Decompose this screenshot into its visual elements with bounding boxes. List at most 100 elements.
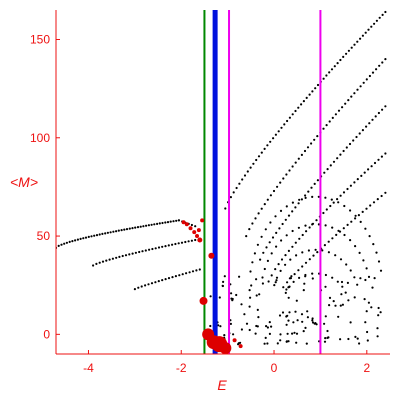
data-point [322, 77, 325, 80]
data-point [328, 304, 331, 307]
data-point [255, 278, 258, 281]
data-point [187, 240, 190, 243]
highlight-point [192, 230, 197, 235]
data-point [364, 278, 367, 282]
data-point [259, 258, 262, 261]
data-point [298, 198, 301, 201]
data-point [287, 214, 291, 217]
data-point [121, 254, 124, 258]
data-point [287, 340, 290, 343]
data-point [235, 186, 238, 190]
data-point [164, 278, 167, 281]
data-point [175, 219, 178, 222]
data-point [297, 269, 300, 272]
data-point [223, 334, 226, 337]
data-point [285, 340, 288, 343]
data-point [305, 342, 308, 345]
data-point [290, 275, 293, 278]
data-point [341, 285, 344, 288]
y-tick-label: 50 [37, 229, 51, 243]
data-point [366, 339, 369, 342]
data-point [174, 275, 177, 278]
data-point [341, 303, 344, 306]
data-point [145, 224, 148, 227]
data-point [326, 329, 329, 333]
data-point [134, 251, 137, 254]
data-point [367, 275, 371, 278]
data-point [311, 90, 314, 93]
data-point [262, 251, 265, 254]
data-point [139, 225, 142, 228]
data-point [347, 299, 350, 302]
data-point [141, 250, 144, 253]
data-point [305, 96, 308, 99]
data-point [266, 342, 269, 345]
data-point [291, 113, 294, 116]
data-point [331, 237, 334, 240]
data-point [344, 291, 347, 294]
data-point [340, 293, 343, 296]
data-point [378, 64, 381, 67]
data-point [365, 78, 368, 81]
data-point [365, 267, 368, 270]
data-point [310, 142, 313, 145]
data-point [263, 267, 266, 271]
data-point [229, 322, 232, 325]
data-point [256, 308, 259, 311]
data-point [365, 207, 368, 210]
data-point [282, 286, 285, 289]
data-point [315, 219, 318, 222]
data-point [333, 65, 336, 68]
data-point [353, 43, 356, 46]
data-point [263, 203, 266, 206]
data-point [292, 280, 295, 283]
data-point [297, 157, 300, 160]
data-point [323, 244, 326, 247]
data-point [331, 116, 334, 119]
data-point [270, 274, 273, 277]
data-point [286, 119, 289, 123]
data-point [254, 332, 257, 335]
data-point [246, 170, 249, 173]
data-point [185, 272, 188, 275]
data-point [278, 314, 282, 317]
data-point [255, 294, 258, 297]
data-point [279, 209, 283, 212]
data-point [218, 296, 221, 299]
data-point [124, 254, 128, 257]
data-point [172, 220, 175, 223]
data-point [120, 229, 123, 232]
data-point [311, 319, 314, 322]
data-point [356, 88, 359, 91]
data-point [370, 25, 373, 28]
data-point [336, 157, 339, 160]
data-point [288, 277, 291, 280]
data-point [331, 226, 334, 229]
data-point [150, 282, 154, 285]
data-point [342, 55, 345, 59]
data-point [305, 230, 308, 233]
data-point [349, 184, 352, 187]
data-point [274, 268, 277, 271]
data-point [354, 214, 357, 217]
data-point [341, 106, 344, 109]
data-point [280, 239, 283, 242]
data-point [231, 299, 234, 302]
data-point [294, 161, 297, 164]
data-point [144, 284, 147, 287]
data-point [362, 259, 365, 262]
data-point [311, 195, 314, 198]
data-point [283, 123, 286, 126]
data-point [263, 342, 266, 345]
data-point [240, 328, 243, 331]
data-point [190, 239, 193, 242]
data-point [353, 296, 356, 299]
data-point [329, 164, 332, 167]
highlight-point [197, 237, 203, 243]
data-point [301, 265, 304, 268]
data-point [371, 118, 374, 121]
data-point [282, 177, 285, 180]
data-point [343, 204, 346, 208]
data-point [291, 210, 294, 213]
data-point [377, 260, 381, 263]
